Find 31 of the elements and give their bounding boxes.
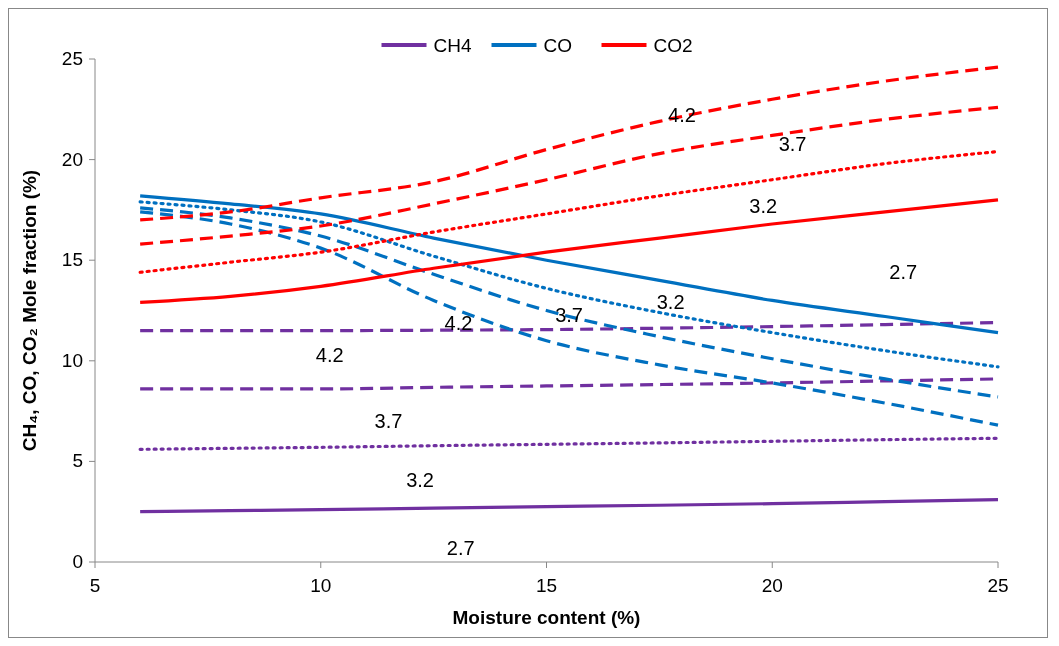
annotation: 2.7 bbox=[446, 536, 475, 559]
line-series bbox=[138, 200, 1000, 369]
annotation: 3.2 bbox=[656, 291, 685, 314]
x-tick-label: 20 bbox=[761, 575, 783, 596]
annotation: 4.2 bbox=[444, 311, 473, 334]
annotation: 3.7 bbox=[778, 132, 807, 155]
annotation: 2.7 bbox=[889, 261, 918, 284]
legend-label: CH4 bbox=[433, 35, 472, 56]
annotation: 3.2 bbox=[406, 468, 434, 491]
line-series bbox=[138, 65, 1000, 222]
y-tick-label: 15 bbox=[61, 249, 83, 271]
annotation: 4.2 bbox=[315, 343, 344, 366]
line-series bbox=[138, 105, 1000, 246]
legend-label: CO bbox=[543, 35, 572, 56]
y-tick-label: 5 bbox=[72, 450, 83, 472]
y-tick-label: 0 bbox=[72, 551, 83, 572]
x-tick-label: 10 bbox=[310, 575, 332, 596]
y-axis-title: CH₄, CO, CO₂ Mole fraction (%) bbox=[19, 169, 40, 452]
x-tick-label: 15 bbox=[535, 575, 558, 596]
line-series bbox=[138, 436, 1000, 451]
y-tick-label: 10 bbox=[61, 349, 83, 371]
x-axis-title: Moisture content (%) bbox=[452, 607, 641, 628]
x-tick-label: 25 bbox=[987, 575, 1009, 596]
line-series bbox=[138, 498, 1000, 514]
y-tick-label: 25 bbox=[61, 48, 83, 69]
y-tick-label: 20 bbox=[61, 148, 83, 170]
annotation: 3.7 bbox=[374, 410, 403, 433]
x-tick-label: 5 bbox=[89, 575, 101, 596]
line-series bbox=[138, 194, 1000, 335]
annotation: 3.2 bbox=[749, 194, 778, 217]
legend-label: CO2 bbox=[653, 35, 693, 56]
